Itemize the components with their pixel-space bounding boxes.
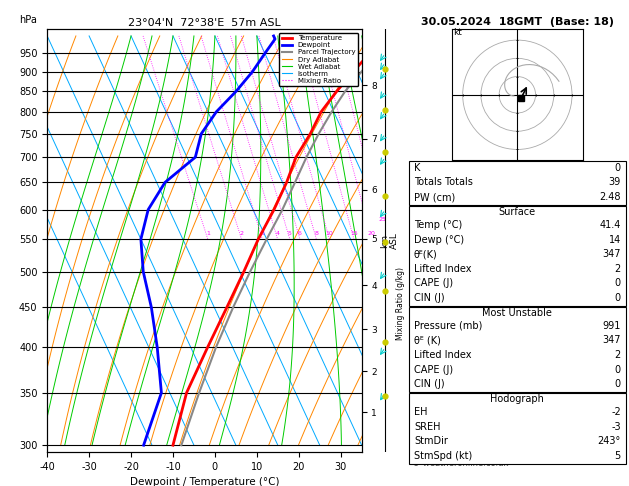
Text: θᴱ(K): θᴱ(K) [414,249,438,259]
Text: Most Unstable: Most Unstable [482,308,552,318]
Text: 2: 2 [615,350,621,360]
Text: CIN (J): CIN (J) [414,293,445,303]
Text: 39: 39 [609,177,621,188]
Text: 2.48: 2.48 [599,192,621,202]
Text: SREH: SREH [414,422,440,432]
Text: 2: 2 [240,231,243,236]
Text: 347: 347 [603,249,621,259]
Text: EH: EH [414,407,427,417]
Y-axis label: km
ASL: km ASL [380,232,399,249]
Text: 243°: 243° [598,436,621,446]
Text: 3: 3 [260,231,264,236]
Text: K: K [414,163,420,173]
Text: 1: 1 [206,231,209,236]
Text: -3: -3 [611,422,621,432]
Text: 0: 0 [615,364,621,375]
Text: CAPE (J): CAPE (J) [414,278,453,288]
X-axis label: Dewpoint / Temperature (°C): Dewpoint / Temperature (°C) [130,477,279,486]
Text: Surface: Surface [499,207,536,217]
Text: 0: 0 [615,163,621,173]
Text: Pressure (mb): Pressure (mb) [414,321,482,331]
Text: Mixing Ratio (g/kg): Mixing Ratio (g/kg) [396,267,405,341]
Text: 5: 5 [615,451,621,461]
Text: 10: 10 [326,231,333,236]
Text: 5: 5 [288,231,292,236]
Text: CIN (J): CIN (J) [414,379,445,389]
Text: 41.4: 41.4 [599,220,621,230]
Text: -2: -2 [611,407,621,417]
Text: 14: 14 [609,235,621,244]
Text: 0: 0 [615,293,621,303]
Text: 4: 4 [276,231,280,236]
Legend: Temperature, Dewpoint, Parcel Trajectory, Dry Adiabat, Wet Adiabat, Isotherm, Mi: Temperature, Dewpoint, Parcel Trajectory… [279,33,358,87]
Text: Hodograph: Hodograph [491,394,544,404]
Text: PW (cm): PW (cm) [414,192,455,202]
Text: Temp (°C): Temp (°C) [414,220,462,230]
Text: θᴱ (K): θᴱ (K) [414,335,441,346]
Text: 20: 20 [368,231,376,236]
Text: 8: 8 [314,231,318,236]
Text: © weatheronline.co.uk: © weatheronline.co.uk [412,459,508,469]
Text: 0: 0 [615,278,621,288]
Text: StmDir: StmDir [414,436,448,446]
Text: hPa: hPa [19,15,36,25]
Text: 30.05.2024  18GMT  (Base: 18): 30.05.2024 18GMT (Base: 18) [421,17,614,27]
Text: Lifted Index: Lifted Index [414,350,471,360]
Title: 23°04'N  72°38'E  57m ASL: 23°04'N 72°38'E 57m ASL [128,18,281,28]
Text: CAPE (J): CAPE (J) [414,364,453,375]
Text: kt: kt [454,28,462,36]
Text: 2: 2 [615,264,621,274]
Text: Lifted Index: Lifted Index [414,264,471,274]
Text: 15: 15 [350,231,358,236]
Text: 25: 25 [379,217,386,222]
Text: 0: 0 [615,379,621,389]
Text: 6: 6 [298,231,302,236]
Text: Totals Totals: Totals Totals [414,177,473,188]
Text: 991: 991 [603,321,621,331]
Text: StmSpd (kt): StmSpd (kt) [414,451,472,461]
Text: Dewp (°C): Dewp (°C) [414,235,464,244]
Text: 347: 347 [603,335,621,346]
